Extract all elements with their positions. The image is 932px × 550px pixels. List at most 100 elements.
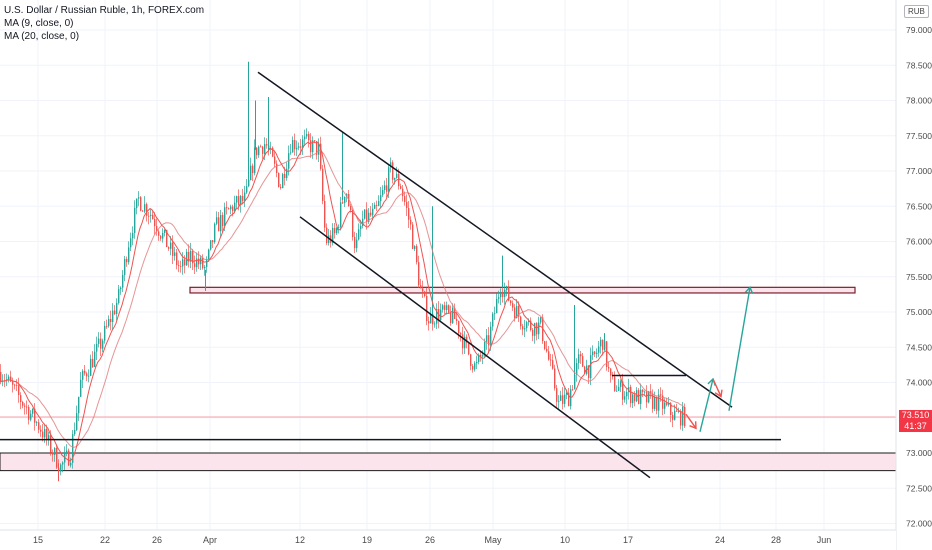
candle-body — [398, 173, 400, 187]
candle-body — [418, 262, 420, 286]
candle-body — [38, 422, 40, 430]
candle-body — [426, 295, 428, 322]
candle-body — [482, 355, 484, 357]
candle-body — [364, 209, 366, 219]
candle-body — [362, 218, 364, 226]
currency-label[interactable]: RUB — [904, 5, 929, 18]
candle-body — [602, 339, 604, 350]
candle-body — [108, 318, 110, 327]
candle-body — [134, 207, 136, 233]
candle-body — [666, 402, 668, 405]
price-tick-label: 74.000 — [906, 378, 932, 388]
symbol-title[interactable]: U.S. Dollar / Russian Ruble, 1h, FOREX.c… — [4, 5, 205, 16]
candle-body — [500, 293, 502, 298]
candle-body — [416, 246, 418, 263]
candle-body — [670, 403, 672, 415]
candle-body — [514, 307, 516, 319]
candle-body — [168, 247, 170, 249]
candle-body — [94, 351, 96, 367]
candle-body — [506, 286, 508, 290]
candle-body — [396, 173, 398, 178]
candle-body — [60, 464, 62, 472]
ma9-legend[interactable]: MA (9, close, 0) — [4, 18, 74, 29]
time-tick-label: 15 — [33, 535, 43, 545]
candle-body — [606, 341, 608, 367]
candle-body — [566, 392, 568, 395]
candle-body — [298, 146, 300, 148]
candle-body — [590, 355, 592, 379]
candle-body — [56, 448, 58, 468]
price-tick-label: 75.000 — [906, 307, 932, 317]
candle-body — [614, 376, 616, 392]
candle-body — [216, 217, 218, 224]
projection-arrow-down-2-head — [714, 389, 723, 398]
candle-body — [314, 140, 316, 142]
candle-body — [40, 429, 42, 432]
candle-body — [356, 239, 358, 249]
candle-body — [266, 144, 268, 146]
ma20-legend[interactable]: MA (20, close, 0) — [4, 31, 80, 42]
candle-body — [74, 429, 76, 435]
candle-body — [104, 325, 106, 341]
candle-body — [14, 384, 16, 386]
candle-body — [66, 450, 68, 454]
candle-body — [480, 354, 482, 357]
candle-body — [526, 322, 528, 329]
candle-body — [48, 435, 50, 440]
candle-body — [192, 250, 194, 264]
candle-body — [494, 313, 496, 314]
candle-body — [62, 462, 64, 465]
candle-body — [430, 313, 432, 324]
chart-legend[interactable]: U.S. Dollar / Russian Ruble, 1h, FOREX.c… — [4, 4, 204, 43]
candle-body — [576, 363, 578, 375]
candle-body — [118, 289, 120, 304]
candle-body — [148, 215, 150, 217]
candle-body — [224, 207, 226, 227]
candle-body — [572, 389, 574, 391]
candle-body — [106, 325, 108, 327]
price-tick-label: 78.000 — [906, 96, 932, 106]
candle-body — [360, 225, 362, 230]
candle-body — [286, 168, 288, 179]
price-tick-label: 79.000 — [906, 25, 932, 35]
price-tick-label: 75.500 — [906, 272, 932, 282]
candle-body — [512, 303, 514, 308]
candle-body — [250, 165, 252, 181]
candle-body — [502, 293, 504, 297]
candle-body — [354, 236, 356, 249]
candle-body — [194, 263, 196, 268]
candle-body — [654, 397, 656, 409]
candle-body — [18, 385, 20, 396]
candle-body — [24, 405, 26, 407]
candle-body — [156, 226, 158, 232]
candle-body — [490, 326, 492, 346]
candle-body — [114, 310, 116, 315]
candle-body — [342, 202, 344, 204]
candle-body — [316, 141, 318, 155]
candle-body — [64, 453, 66, 463]
candle-body — [174, 252, 176, 256]
candle-body — [46, 428, 48, 440]
candle-body — [154, 219, 156, 227]
price-tick-label: 74.500 — [906, 342, 932, 352]
candle-body — [28, 407, 30, 420]
candle-body — [198, 258, 200, 265]
candle-body — [582, 356, 584, 367]
candle-body — [310, 140, 312, 153]
candle-body — [50, 435, 52, 453]
candle-body — [478, 354, 480, 362]
candle-body — [172, 242, 174, 256]
candle-body — [600, 339, 602, 347]
candle-body — [144, 204, 146, 212]
candle-body — [304, 136, 306, 140]
candle-body — [458, 321, 460, 334]
candle-body — [388, 167, 390, 192]
candle-body — [580, 354, 582, 357]
candle-body — [370, 212, 372, 216]
time-tick-label: 19 — [362, 535, 372, 545]
candle-body — [196, 258, 198, 268]
candle-body — [402, 188, 404, 197]
candle-body — [660, 394, 662, 396]
